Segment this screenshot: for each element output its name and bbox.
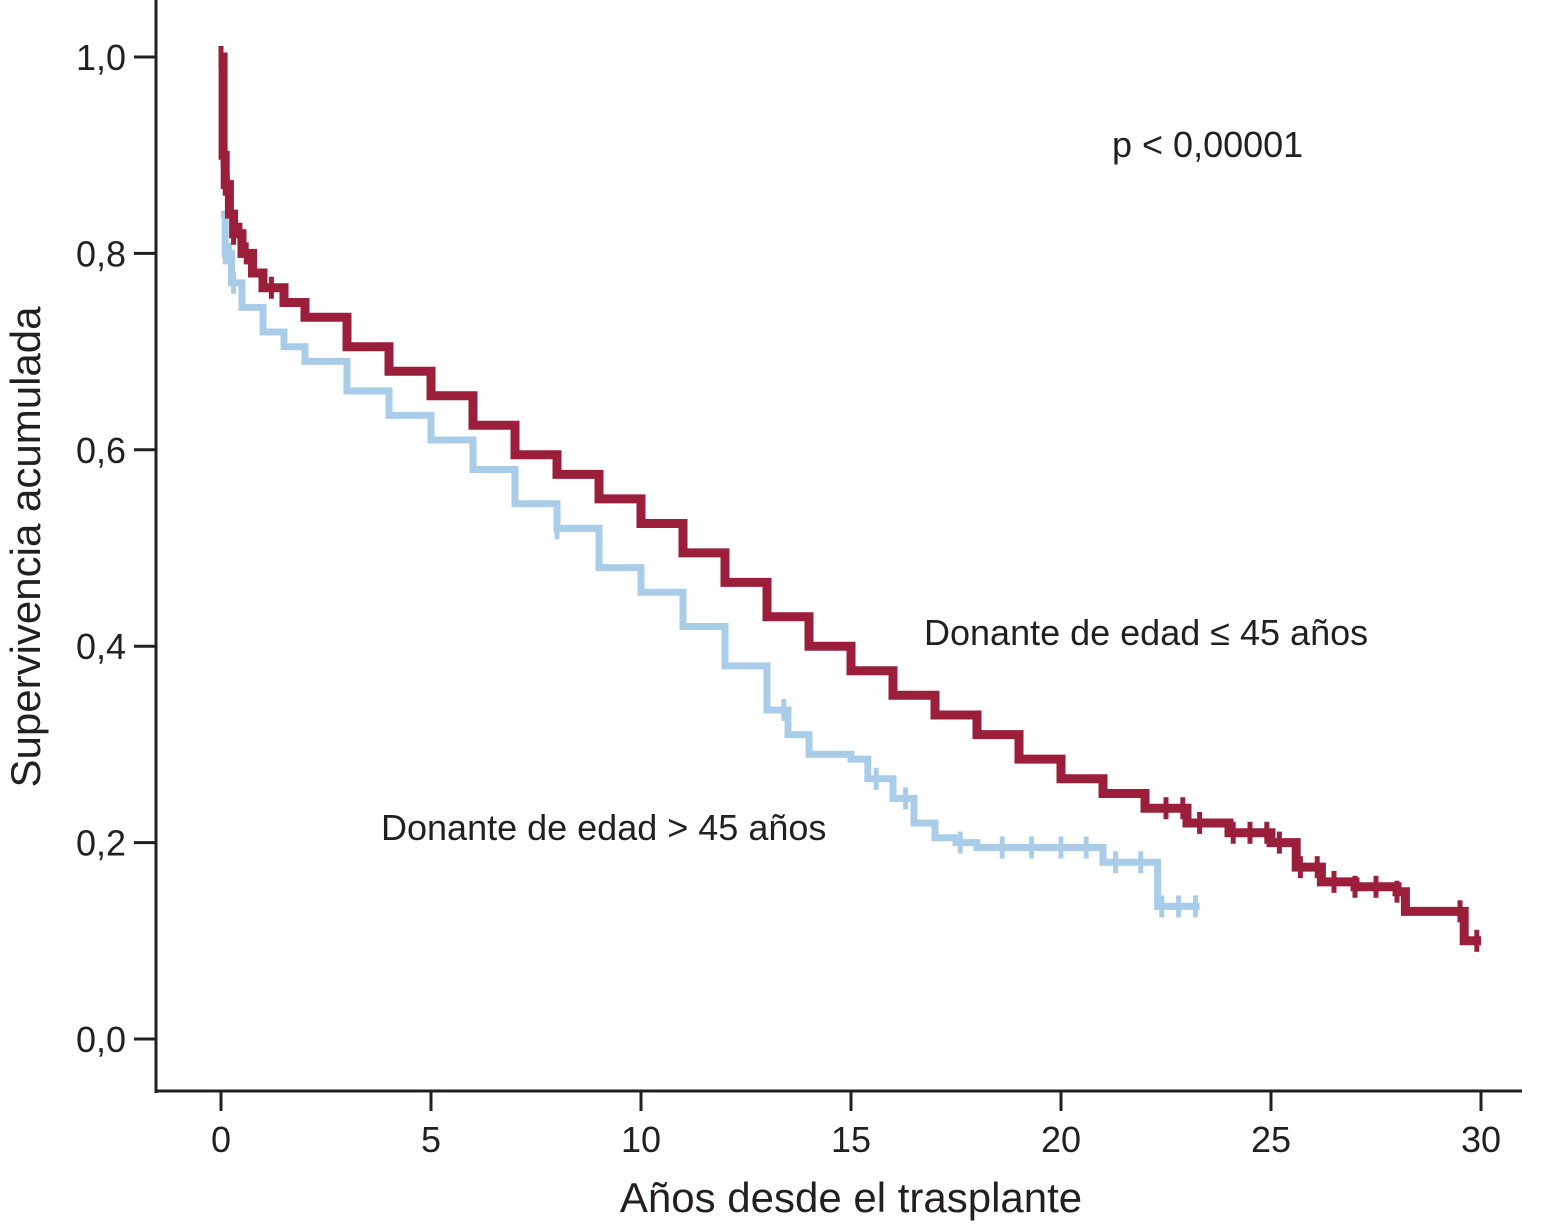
p-value-annotation: p < 0,00001	[1112, 124, 1303, 165]
y-axis-ticks: 0,0 0,2 0,4 0,6 0,8 1,0	[76, 37, 156, 1060]
x-tick-label: 0	[211, 1119, 231, 1160]
x-tick-label: 15	[831, 1119, 871, 1160]
y-tick-label: 0,2	[76, 823, 126, 864]
x-tick-label: 30	[1461, 1119, 1501, 1160]
y-axis-title: Supervivencia acumulada	[2, 306, 49, 788]
x-axis-ticks: 0 5 10 15 20 25 30	[211, 1091, 1501, 1160]
series-young-donor	[218, 46, 1481, 952]
y-tick-label: 1,0	[76, 37, 126, 78]
x-tick-label: 5	[421, 1119, 441, 1160]
series-label-old-donor: Donante de edad > 45 años	[381, 807, 826, 848]
survival-curve	[221, 210, 1200, 910]
series-layer	[218, 46, 1481, 952]
y-tick-label: 0,4	[76, 626, 126, 667]
series-label-young-donor: Donante de edad ≤ 45 años	[924, 612, 1368, 653]
y-tick-label: 0,6	[76, 430, 126, 471]
x-tick-label: 10	[621, 1119, 661, 1160]
y-tick-label: 0,0	[76, 1019, 126, 1060]
y-tick-label: 0,8	[76, 233, 126, 274]
survival-curve	[218, 52, 1481, 946]
series-old-donor	[221, 210, 1200, 918]
x-tick-label: 25	[1251, 1119, 1291, 1160]
x-axis-title: Años desde el trasplante	[620, 1174, 1082, 1221]
x-tick-label: 20	[1041, 1119, 1081, 1160]
